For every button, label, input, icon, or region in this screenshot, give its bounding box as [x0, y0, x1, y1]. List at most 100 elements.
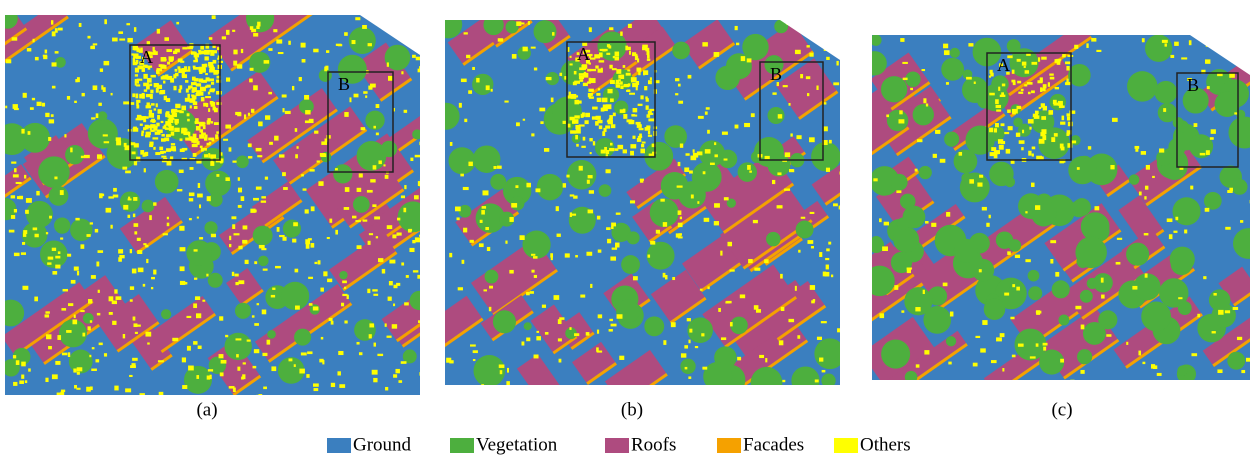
others [49, 119, 54, 123]
others [1066, 133, 1069, 136]
others [1175, 217, 1178, 220]
others [809, 137, 815, 142]
others [313, 383, 319, 386]
others [359, 352, 362, 355]
others [157, 129, 163, 132]
others [1189, 40, 1192, 45]
others [282, 94, 287, 97]
others [630, 200, 635, 203]
others [404, 185, 406, 189]
others [926, 104, 928, 107]
others [180, 61, 184, 63]
others [232, 30, 235, 32]
others [982, 207, 987, 211]
others [1070, 380, 1074, 383]
others [169, 58, 173, 62]
others [1132, 286, 1137, 290]
others [187, 119, 190, 122]
others [193, 153, 197, 157]
others [593, 141, 595, 145]
others [96, 262, 99, 267]
others [618, 79, 621, 81]
others [637, 58, 639, 62]
others [111, 93, 113, 95]
others [191, 82, 197, 85]
others [363, 220, 368, 222]
others [194, 249, 198, 251]
others [195, 296, 200, 300]
others [816, 85, 818, 89]
others [470, 240, 474, 243]
vegetation [537, 174, 563, 200]
others [491, 89, 493, 92]
others [150, 126, 152, 130]
vegetation [1170, 247, 1195, 272]
others [21, 252, 26, 255]
others [166, 148, 171, 152]
region-label: B [1187, 75, 1199, 95]
others [231, 216, 236, 219]
others [57, 335, 61, 340]
vegetation [49, 186, 69, 206]
others [710, 163, 715, 165]
others [697, 201, 699, 204]
others [219, 354, 224, 358]
others [1240, 220, 1243, 223]
others [588, 210, 594, 214]
others [139, 393, 144, 395]
others [250, 68, 254, 71]
others [903, 78, 908, 80]
others [1062, 116, 1065, 121]
others [378, 258, 383, 262]
others [482, 206, 486, 209]
others [115, 296, 121, 300]
others [45, 113, 49, 117]
others [698, 116, 704, 119]
others [178, 89, 181, 93]
others [1213, 293, 1216, 296]
others [649, 154, 655, 156]
others [30, 107, 34, 110]
others [597, 120, 602, 123]
others [385, 323, 387, 326]
vegetation [1075, 237, 1106, 268]
others [119, 38, 125, 40]
others [726, 301, 731, 303]
others [233, 50, 237, 55]
others [418, 181, 423, 186]
others [138, 268, 144, 273]
others [398, 380, 402, 383]
others [602, 98, 608, 103]
vegetation [472, 74, 493, 95]
others [133, 58, 135, 62]
others [210, 375, 212, 379]
others [247, 340, 251, 342]
others [80, 310, 84, 312]
others [175, 121, 178, 125]
others [688, 75, 692, 79]
others [606, 150, 609, 154]
others [839, 171, 841, 174]
others [556, 206, 559, 211]
others [26, 198, 32, 203]
others [304, 95, 309, 100]
others [369, 334, 372, 338]
others [235, 282, 238, 285]
others [301, 174, 304, 176]
others [395, 369, 399, 373]
others [306, 244, 310, 249]
legend-label: Roofs [631, 434, 676, 455]
others [257, 303, 259, 305]
others [262, 310, 267, 315]
vegetation [1177, 365, 1187, 375]
others [940, 159, 946, 163]
others [214, 108, 218, 112]
others [811, 246, 814, 248]
others [646, 51, 649, 55]
others [55, 28, 58, 33]
others [404, 302, 409, 305]
others [460, 174, 464, 177]
others [599, 52, 603, 57]
others [297, 146, 299, 149]
others [251, 29, 256, 32]
